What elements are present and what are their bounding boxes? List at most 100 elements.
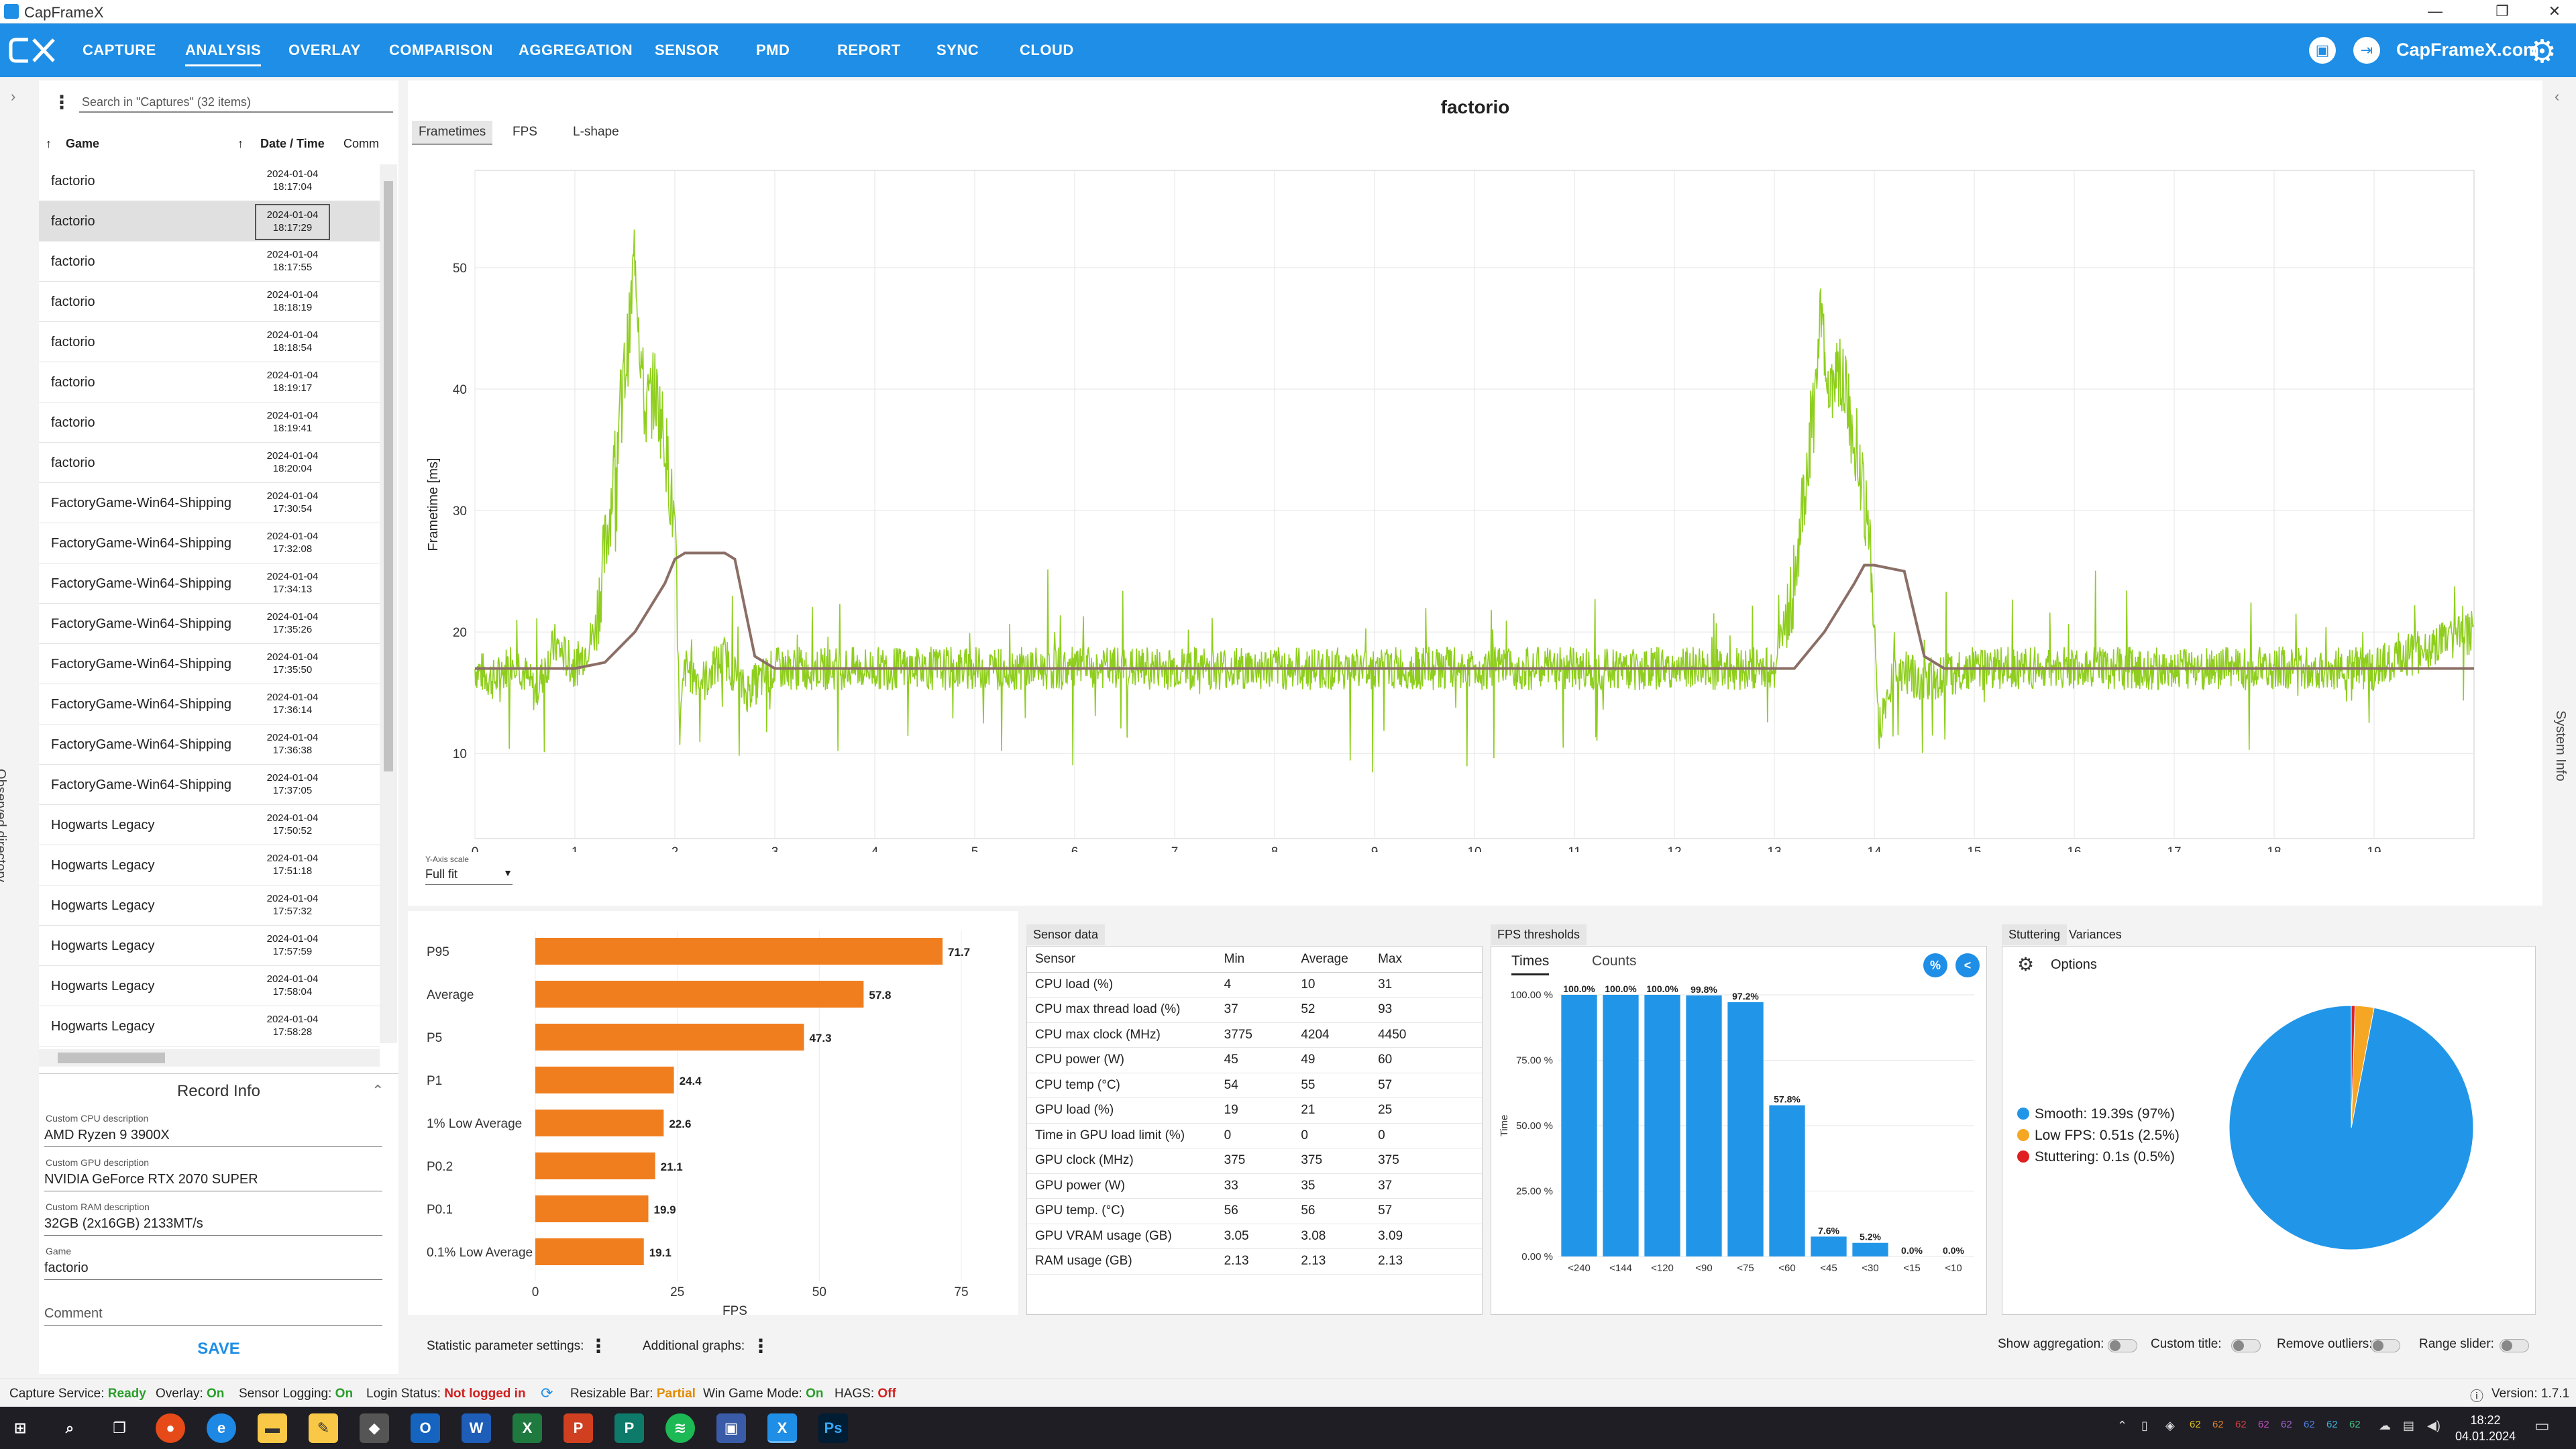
minimize-button[interactable]: — <box>2428 3 2443 19</box>
gpu-field[interactable]: NVIDIA GeForce RTX 2070 SUPER <box>44 1172 382 1191</box>
search-icon[interactable]: ⌕ <box>65 1419 74 1436</box>
tab-counts[interactable]: Counts <box>1592 953 1637 969</box>
capture-row[interactable]: factorio 2024-01-04 18:18:54 <box>39 322 380 362</box>
tray-temp-icon[interactable]: 62 <box>2258 1419 2269 1430</box>
explorer-icon[interactable]: ▬ <box>258 1413 287 1443</box>
tray-temp-icon[interactable]: 62 <box>2281 1419 2292 1430</box>
tray-icon[interactable]: ◈ <box>2165 1419 2175 1432</box>
capture-row[interactable]: FactoryGame-Win64-Shipping 2024-01-04 17:3… <box>39 564 380 604</box>
settings-gear-icon[interactable]: ⚙ <box>2528 34 2557 70</box>
task-view-icon[interactable]: ❐ <box>113 1419 126 1436</box>
capture-row[interactable]: Hogwarts Legacy 2024-01-04 17:50:52 <box>39 805 380 845</box>
nav-report[interactable]: REPORT <box>837 42 901 58</box>
tray-icon[interactable]: ⌃ <box>2117 1419 2128 1432</box>
list-menu-icon[interactable]: ⋮ <box>52 92 71 113</box>
notes-icon[interactable]: ✎ <box>309 1413 338 1443</box>
tray-system-icon[interactable]: ▤ <box>2403 1419 2415 1432</box>
capture-row[interactable]: factorio 2024-01-04 18:19:41 <box>39 402 380 443</box>
nav-overlay[interactable]: OVERLAY <box>288 42 361 58</box>
capture-row[interactable]: Hogwarts Legacy 2024-01-04 17:51:18 <box>39 845 380 885</box>
publisher-icon[interactable]: P <box>614 1413 644 1443</box>
word-icon[interactable]: W <box>462 1413 491 1443</box>
maximize-button[interactable]: ❐ <box>2496 3 2509 19</box>
notification-icon[interactable]: ▭ <box>2534 1417 2550 1435</box>
game-field[interactable]: factorio <box>44 1260 382 1280</box>
capframex-taskbar-icon[interactable]: X <box>767 1413 797 1443</box>
capture-row[interactable]: FactoryGame-Win64-Shipping 2024-01-04 17:3… <box>39 724 380 765</box>
ram-field[interactable]: 32GB (2x16GB) 2133MT/s <box>44 1216 382 1236</box>
brand-link[interactable]: CapFrameX.com <box>2396 40 2540 60</box>
nav-analysis[interactable]: ANALYSIS <box>185 42 262 66</box>
list-vertical-scroll-thumb[interactable] <box>384 181 393 771</box>
tray-icon[interactable]: ▯ <box>2141 1419 2148 1432</box>
capture-row[interactable]: FactoryGame-Win64-Shipping 2024-01-04 17:3… <box>39 483 380 523</box>
options-button[interactable]: Options <box>2051 957 2097 972</box>
statistic-settings-menu-icon[interactable]: ⋮ <box>589 1336 608 1356</box>
tab-stuttering[interactable]: Stuttering <box>2002 924 2068 945</box>
tab-fps[interactable]: FPS <box>513 125 537 139</box>
col-header-game[interactable]: Game <box>66 137 100 150</box>
tray-temp-icon[interactable]: 62 <box>2212 1419 2224 1430</box>
capture-row[interactable]: FactoryGame-Win64-Shipping 2024-01-04 17:3… <box>39 523 380 564</box>
nav-aggregation[interactable]: AGGREGATION <box>519 42 633 58</box>
tab-variances[interactable]: Variances <box>2069 928 2122 941</box>
edge-icon[interactable]: e <box>207 1413 236 1443</box>
login-icon[interactable]: ⇥ <box>2353 37 2380 64</box>
cpu-field[interactable]: AMD Ryzen 9 3900X <box>44 1128 382 1147</box>
app-icon[interactable]: ◆ <box>360 1413 389 1443</box>
tray-system-icon[interactable]: ☁ <box>2379 1419 2391 1432</box>
nav-cloud[interactable]: CLOUD <box>1020 42 1074 58</box>
start-windows-icon[interactable]: ⊞ <box>13 1419 27 1436</box>
capture-row[interactable]: Hogwarts Legacy 2024-01-04 17:57:59 <box>39 926 380 966</box>
collapse-record-info-icon[interactable]: ⌃ <box>372 1082 384 1099</box>
expand-chevron-icon[interactable]: › <box>11 88 16 105</box>
tray-system-icon[interactable]: ◀) <box>2427 1419 2440 1432</box>
tray-temp-icon[interactable]: 62 <box>2235 1419 2247 1430</box>
capture-row[interactable]: Hogwarts Legacy 2024-01-04 17:58:04 <box>39 966 380 1006</box>
capture-row[interactable]: FactoryGame-Win64-Shipping 2024-01-04 17:3… <box>39 604 380 644</box>
capture-row[interactable]: FactoryGame-Win64-Shipping 2024-01-04 17:3… <box>39 644 380 684</box>
percent-toggle-icon[interactable]: % <box>1923 953 1947 977</box>
capture-row[interactable]: Hogwarts Legacy 2024-01-04 17:58:28 <box>39 1006 380 1046</box>
sort-up-icon[interactable]: ↑ <box>237 137 244 150</box>
frametime-chart[interactable]: 0123456789101112131415161718191020304050… <box>408 148 2542 852</box>
capture-row[interactable]: factorio 2024-01-04 18:20:04 <box>39 443 380 483</box>
taskbar-clock[interactable]: 18:22 04.01.2024 <box>2455 1412 2516 1444</box>
collapse-chevron-icon[interactable]: ‹ <box>2555 88 2560 105</box>
comment-field[interactable]: Comment <box>44 1306 382 1326</box>
capture-row[interactable]: FactoryGame-Win64-Shipping 2024-01-04 17:3… <box>39 684 380 724</box>
capture-row[interactable]: Hogwarts Legacy 2024-01-04 17:57:32 <box>39 885 380 926</box>
outlook-icon[interactable]: O <box>411 1413 440 1443</box>
tray-temp-icon[interactable]: 62 <box>2326 1419 2338 1430</box>
tab-fps-thresholds[interactable]: FPS thresholds <box>1491 924 1587 945</box>
col-header-date[interactable]: Date / Time <box>260 137 325 150</box>
nav-sensor[interactable]: SENSOR <box>655 42 719 58</box>
capture-row[interactable]: factorio 2024-01-04 18:17:29 <box>39 201 380 241</box>
chrome-icon[interactable]: ● <box>156 1413 185 1443</box>
app2-icon[interactable]: ▣ <box>716 1413 746 1443</box>
tab-frametimes[interactable]: Frametimes <box>412 121 493 145</box>
capture-row[interactable]: factorio 2024-01-04 18:18:19 <box>39 282 380 322</box>
tab-times[interactable]: Times <box>1511 953 1550 975</box>
screenshot-icon[interactable]: ▣ <box>2309 37 2336 64</box>
close-button[interactable]: ✕ <box>2548 3 2561 19</box>
photoshop-icon[interactable]: Ps <box>818 1413 848 1443</box>
tray-temp-icon[interactable]: 62 <box>2349 1419 2361 1430</box>
search-input[interactable]: Search in "Captures" (32 items) <box>79 90 393 113</box>
capture-row[interactable]: factorio 2024-01-04 18:17:04 <box>39 161 380 201</box>
custom-title-toggle[interactable] <box>2231 1339 2261 1352</box>
tab-l-shape[interactable]: L-shape <box>573 125 619 139</box>
list-horizontal-scroll-thumb[interactable] <box>58 1053 165 1063</box>
options-gear-icon[interactable]: ⚙ <box>2017 954 2035 975</box>
additional-graphs-menu-icon[interactable]: ⋮ <box>751 1336 770 1356</box>
observed-directory-label[interactable]: Observed directory <box>0 769 8 882</box>
capture-row[interactable]: FactoryGame-Win64-Shipping 2024-01-04 17:3… <box>39 765 380 805</box>
capture-row[interactable]: factorio 2024-01-04 18:17:55 <box>39 241 380 282</box>
y-axis-scale-select[interactable]: Full fit ▼ <box>425 867 513 885</box>
nav-capture[interactable]: CAPTURE <box>83 42 156 58</box>
spotify-icon[interactable]: ≋ <box>665 1413 695 1443</box>
range-slider-toggle[interactable] <box>2500 1339 2529 1352</box>
tab-sensor-data[interactable]: Sensor data <box>1026 924 1106 945</box>
share-icon[interactable]: < <box>1955 953 1980 977</box>
remove-outliers-toggle[interactable] <box>2371 1339 2400 1352</box>
